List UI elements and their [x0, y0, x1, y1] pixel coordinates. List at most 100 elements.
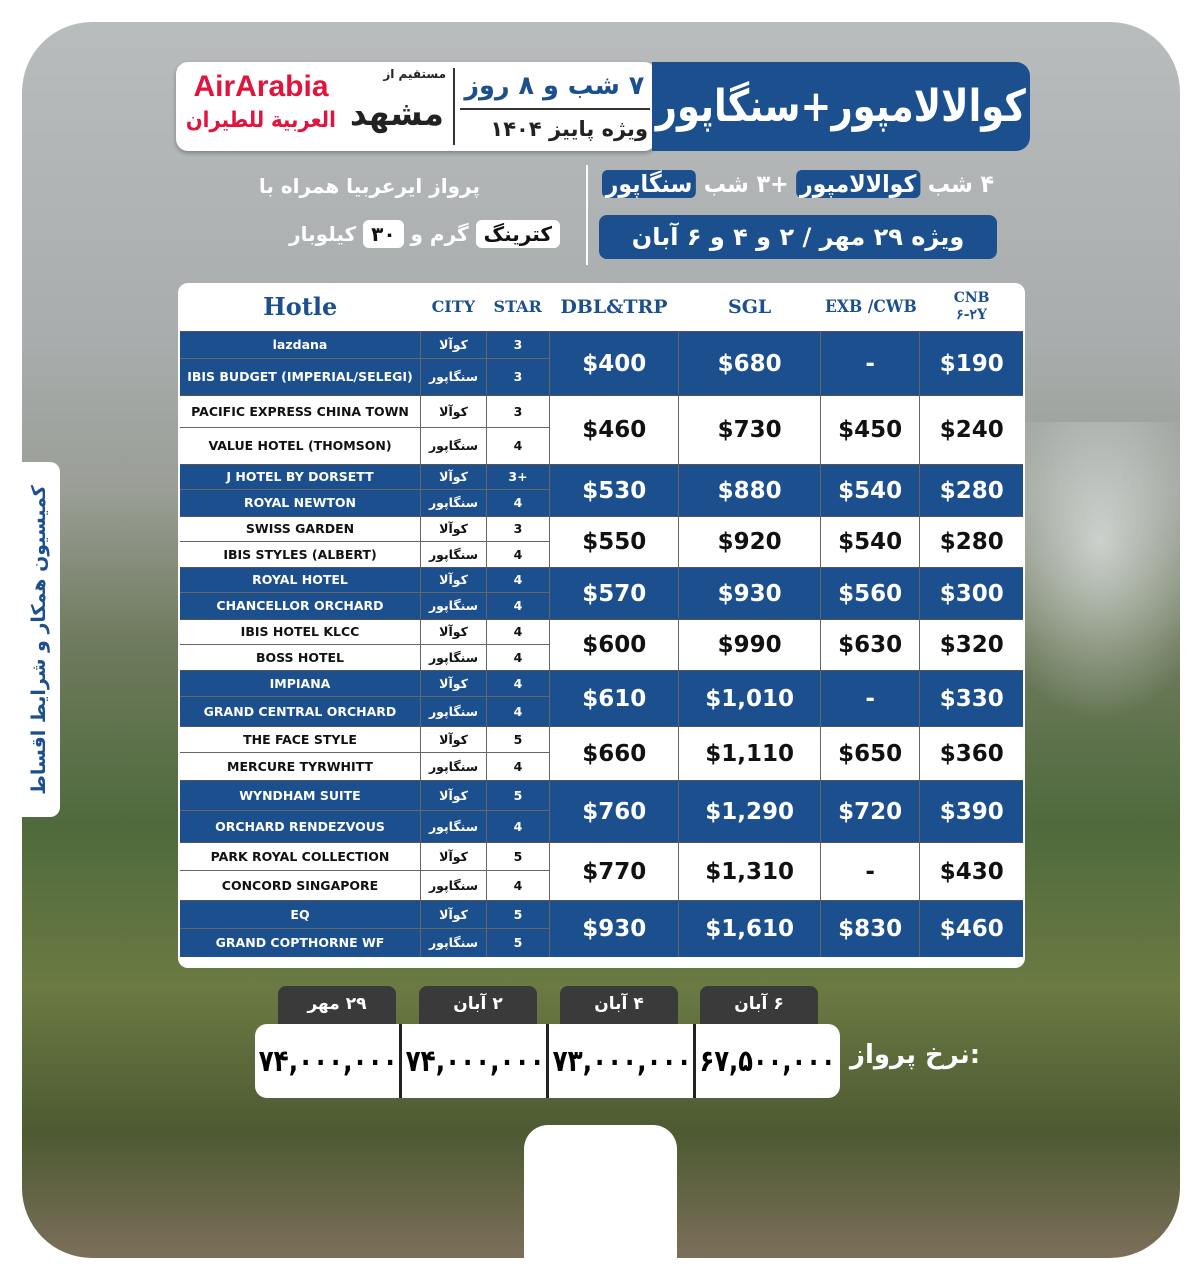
hotel-group: THE FACE STYLE کوآلا 5 MERCURE TYRWHITT سنگا…: [180, 726, 1023, 780]
hotel-rows: SWISS GARDEN کوآلا 3 IBIS STYLES (ALBERT) سن…: [180, 517, 550, 567]
hotel-star: 4: [487, 542, 550, 567]
hotel-star: 4: [487, 568, 550, 593]
hotel-name: ROYAL NEWTON: [180, 490, 421, 516]
hotel-rows: WYNDHAM SUITE کوآلا 5 ORCHARD RENDEZVOUS سنگ…: [180, 781, 550, 842]
logo-en: AirArabia: [193, 70, 329, 103]
table-row: GRAND COPTHORNE WF سنگاپور 5: [180, 929, 550, 957]
hotel-rows: PACIFIC EXPRESS CHINA TOWN کوآلا 3 VALUE HO…: [180, 396, 550, 464]
hotel-city: سنگاپور: [421, 428, 487, 464]
airarabia-logo: AirArabia العربية للطيران: [182, 70, 340, 138]
price-dbl: $400: [550, 332, 680, 395]
baggage-post: کیلوبار: [289, 222, 357, 246]
hotel-name: lazdana: [180, 332, 421, 359]
price-dbl: $930: [550, 901, 680, 957]
hotel-city: سنگاپور: [421, 490, 487, 516]
commission-tab[interactable]: کمیسیون همکار و شرایط اقساط: [18, 462, 60, 817]
hotel-name: BOSS HOTEL: [180, 645, 421, 670]
price-dbl: $760: [550, 781, 680, 842]
hotel-star: 5: [487, 929, 550, 957]
hotel-group: J HOTEL BY DORSETT کوآلا 3+ ROYAL NEWTON سنگ…: [180, 464, 1023, 516]
price-sgl: $680: [679, 332, 821, 395]
divider: [586, 165, 588, 265]
price-exb: $650: [821, 727, 921, 780]
table-row: SWISS GARDEN کوآلا 3: [180, 517, 550, 543]
col-star: STAR: [493, 297, 542, 317]
hotel-city: کوآلا: [421, 396, 487, 428]
bottom-notch: [524, 1125, 677, 1265]
col-hotel: Hotle: [263, 291, 338, 321]
hotel-name: J HOTEL BY DORSETT: [180, 465, 421, 490]
price-dbl: $610: [550, 671, 680, 726]
price-sgl: $930: [679, 568, 821, 619]
fare-prices: ۷۴,۰۰۰,۰۰۰ ۷۴,۰۰۰,۰۰۰ ۷۳,۰۰۰,۰۰۰ ۶۷,۵۰۰,۰۰۰: [255, 1024, 840, 1098]
price-cnb: $330: [939, 685, 1004, 712]
logo-ar: العربية للطيران: [186, 108, 336, 133]
hotel-city: سنگاپور: [421, 645, 487, 670]
baggage-pre: گرم و: [410, 222, 469, 246]
price-cnb: $280: [939, 477, 1004, 504]
origin-city: مشهد: [350, 94, 444, 134]
price-cnb: $430: [939, 858, 1004, 885]
fare-price: ۶۷,۵۰۰,۰۰۰: [700, 1043, 836, 1079]
hotel-group: lazdana کوآلا 3 IBIS BUDGET (IMPERIAL/SELEG…: [180, 331, 1023, 395]
hotel-name: CHANCELLOR ORCHARD: [180, 593, 421, 619]
hotel-name: PARK ROYAL COLLECTION: [180, 843, 421, 871]
commission-label: کمیسیون همکار و شرایط اقساط: [28, 484, 50, 795]
price-cnb: $320: [939, 632, 1004, 658]
hotel-city: سنگاپور: [421, 811, 487, 842]
hotel-star: 3: [487, 332, 550, 359]
price-sgl: $1,110: [679, 727, 821, 780]
price-dbl: $770: [550, 843, 680, 900]
table-row: THE FACE STYLE کوآلا 5: [180, 727, 550, 754]
page-title: کوالالامپور+سنگاپور: [652, 62, 1030, 151]
hotel-rows: IMPIANA کوآلا 4 GRAND CENTRAL ORCHARD سنگاپو…: [180, 671, 550, 726]
hotel-group: SWISS GARDEN کوآلا 3 IBIS STYLES (ALBERT) سن…: [180, 516, 1023, 567]
table-row: IBIS STYLES (ALBERT) سنگاپور 4: [180, 542, 550, 567]
hotel-group: PACIFIC EXPRESS CHINA TOWN کوآلا 3 VALUE HO…: [180, 395, 1023, 464]
table-row: IBIS BUDGET (IMPERIAL/SELEGI) سنگاپور 3: [180, 359, 550, 395]
table-row: ROYAL NEWTON سنگاپور 4: [180, 490, 550, 516]
hotel-rows: J HOTEL BY DORSETT کوآلا 3+ ROYAL NEWTON سنگ…: [180, 465, 550, 516]
price-dbl: $460: [550, 396, 680, 464]
from-label: مستقیم از: [383, 67, 446, 81]
catering-label: کترینگ: [475, 220, 560, 248]
price-cnb: $190: [939, 350, 1004, 377]
hotel-name: VALUE HOTEL (THOMSON): [180, 428, 421, 464]
fare-date-tab: ۶ آبان: [700, 986, 818, 1026]
table-row: ORCHARD RENDEZVOUS سنگاپور 4: [180, 811, 550, 842]
hotel-city: سنگاپور: [421, 697, 487, 726]
col-city: CITY: [431, 297, 476, 317]
hotel-star: 4: [487, 811, 550, 842]
hotel-star: 4: [487, 697, 550, 726]
city-kuala-lumpur: کوالالامپور: [796, 170, 921, 198]
hotel-name: SWISS GARDEN: [180, 517, 421, 542]
hotel-rows: ROYAL HOTEL کوآلا 4 CHANCELLOR ORCHARD سنگاپ…: [180, 568, 550, 619]
hotel-city: کوآلا: [421, 671, 487, 697]
departure-dates: ویژه ۲۹ مهر / ۲ و ۴ و ۶ آبان: [599, 215, 997, 259]
hotel-group: IMPIANA کوآلا 4 GRAND CENTRAL ORCHARD سنگاپو…: [180, 670, 1023, 726]
hotel-city: سنگاپور: [421, 359, 487, 395]
hotel-name: EQ: [180, 901, 421, 929]
hotel-city: کوآلا: [421, 517, 487, 542]
hotel-name: GRAND COPTHORNE WF: [180, 929, 421, 957]
hotel-star: 4: [487, 490, 550, 516]
table-row: ROYAL HOTEL کوآلا 4: [180, 568, 550, 594]
price-cnb: $460: [939, 916, 1004, 942]
table-body: lazdana کوآلا 3 IBIS BUDGET (IMPERIAL/SELEG…: [180, 331, 1023, 957]
hotel-star: 4: [487, 871, 550, 900]
nights-breakdown: ۴ شب کوالالامپور +۳ شب سنگاپور: [598, 164, 998, 204]
price-cnb: $360: [939, 740, 1004, 767]
price-exb: $450: [821, 396, 921, 464]
hotel-star: 4: [487, 645, 550, 670]
cnb-label: CNB: [953, 290, 990, 307]
table-row: EQ کوآلا 5: [180, 901, 550, 930]
hotel-group: ROYAL HOTEL کوآلا 4 CHANCELLOR ORCHARD سنگاپ…: [180, 567, 1023, 619]
price-sgl: $880: [679, 465, 821, 516]
hotel-star: 3: [487, 359, 550, 395]
table-row: IBIS HOTEL KLCC کوآلا 4: [180, 620, 550, 646]
hotel-rows: PARK ROYAL COLLECTION کوآلا 5 CONCORD SINGA…: [180, 843, 550, 900]
hotel-name: WYNDHAM SUITE: [180, 781, 421, 811]
price-cnb: $280: [939, 529, 1004, 555]
price-cnb: $300: [939, 580, 1004, 607]
hotel-star: 4: [487, 671, 550, 697]
